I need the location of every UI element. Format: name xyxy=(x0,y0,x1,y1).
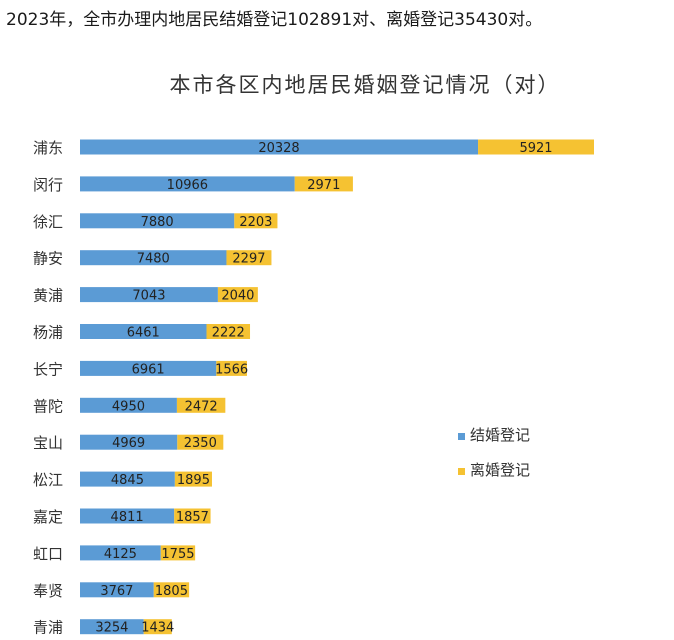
bar-marriage xyxy=(80,508,175,524)
data-label-marriage: 3254 xyxy=(95,621,128,636)
bar-marriage xyxy=(80,287,218,303)
data-label-marriage: 4845 xyxy=(111,473,144,488)
data-label-divorce: 2203 xyxy=(239,215,272,230)
category-label: 宝山 xyxy=(33,434,63,452)
bar-marriage xyxy=(80,545,161,561)
data-label-divorce: 2222 xyxy=(212,326,245,341)
data-label-divorce: 1566 xyxy=(215,362,248,377)
category-label: 虹口 xyxy=(33,545,63,563)
legend-swatch-marriage xyxy=(458,433,465,440)
category-label: 徐汇 xyxy=(33,213,63,231)
bar-divorce xyxy=(143,619,172,635)
data-label-marriage: 4969 xyxy=(112,436,145,451)
data-label-marriage: 20328 xyxy=(258,141,299,156)
data-label-marriage: 10966 xyxy=(167,178,208,193)
data-label-divorce: 2040 xyxy=(221,289,254,304)
data-label-marriage: 3767 xyxy=(100,584,133,599)
bar-marriage xyxy=(80,434,178,450)
bar-marriage xyxy=(80,619,144,635)
data-label-marriage: 4125 xyxy=(104,547,137,562)
data-label-divorce: 2350 xyxy=(184,436,217,451)
category-label: 杨浦 xyxy=(33,324,63,342)
category-label: 嘉定 xyxy=(33,508,63,526)
data-label-divorce: 1755 xyxy=(161,547,194,562)
bar-divorce xyxy=(174,508,211,524)
category-label: 松江 xyxy=(33,471,63,489)
bar-marriage xyxy=(80,397,177,413)
data-label-divorce: 2297 xyxy=(232,252,265,267)
bar-marriage xyxy=(80,360,217,376)
legend-swatch-divorce xyxy=(458,468,465,475)
legend-label-marriage: 结婚登记 xyxy=(470,426,530,444)
bar-divorce xyxy=(234,213,278,229)
category-label: 奉贤 xyxy=(33,582,63,600)
bar-marriage xyxy=(80,582,154,598)
bar-divorce xyxy=(226,250,272,266)
data-label-divorce: 1805 xyxy=(155,584,188,599)
bar-marriage xyxy=(80,213,235,229)
category-label: 普陀 xyxy=(33,397,63,415)
data-label-marriage: 6461 xyxy=(127,326,160,341)
bar-divorce xyxy=(216,360,247,376)
bar-divorce xyxy=(174,471,212,487)
data-label-marriage: 7880 xyxy=(141,215,174,230)
category-label: 闵行 xyxy=(33,176,63,194)
data-label-divorce: 1857 xyxy=(176,510,209,525)
bar-divorce xyxy=(177,434,224,450)
bar-divorce xyxy=(217,287,258,303)
bar-marriage xyxy=(80,471,175,487)
bar-divorce xyxy=(160,545,196,561)
data-label-marriage: 7043 xyxy=(132,289,165,304)
data-label-divorce: 2472 xyxy=(185,399,218,414)
category-label: 静安 xyxy=(33,250,63,268)
intro-text: 2023年，全市办理内地居民结婚登记102891对、离婚登记35430对。 xyxy=(6,10,543,30)
bar-marriage xyxy=(80,250,227,266)
category-label: 青浦 xyxy=(33,619,63,637)
data-label-marriage: 4811 xyxy=(111,510,144,525)
category-label: 黄浦 xyxy=(33,287,63,305)
legend-label-divorce: 离婚登记 xyxy=(470,461,530,479)
data-label-divorce: 1434 xyxy=(141,621,174,636)
bar-marriage xyxy=(80,324,207,339)
bar-divorce xyxy=(153,582,190,598)
bar-marriage xyxy=(80,176,295,192)
data-label-marriage: 4950 xyxy=(112,399,145,414)
data-label-divorce: 5921 xyxy=(519,141,552,156)
data-label-divorce: 1895 xyxy=(177,473,210,488)
bar-divorce xyxy=(206,324,251,339)
data-label-divorce: 2971 xyxy=(307,178,340,193)
bar-divorce xyxy=(478,139,594,155)
bar-marriage xyxy=(80,139,479,155)
category-label: 长宁 xyxy=(33,360,63,378)
category-label: 浦东 xyxy=(33,139,63,157)
chart-title: 本市各区内地居民婚姻登记情况（对） xyxy=(170,73,561,97)
data-label-marriage: 6961 xyxy=(132,362,165,377)
bar-divorce xyxy=(294,176,353,192)
data-label-marriage: 7480 xyxy=(137,252,170,267)
bar-divorce xyxy=(176,397,226,413)
